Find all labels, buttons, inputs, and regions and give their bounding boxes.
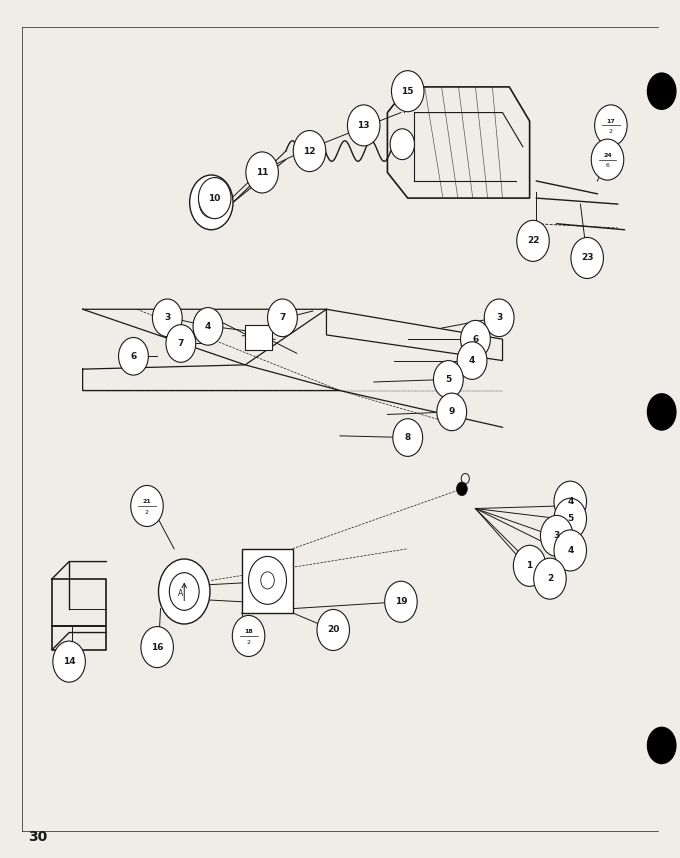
- Circle shape: [347, 105, 380, 146]
- Text: 5: 5: [567, 514, 573, 523]
- Circle shape: [571, 238, 603, 279]
- Circle shape: [118, 337, 148, 375]
- Circle shape: [190, 175, 233, 230]
- Circle shape: [554, 481, 587, 523]
- Circle shape: [541, 516, 573, 557]
- Circle shape: [267, 299, 297, 336]
- Text: 22: 22: [527, 236, 539, 245]
- Circle shape: [392, 70, 424, 112]
- Circle shape: [647, 393, 677, 431]
- Text: 3: 3: [164, 313, 171, 323]
- Text: 24: 24: [603, 153, 612, 158]
- Circle shape: [554, 498, 587, 540]
- Circle shape: [647, 72, 677, 110]
- Circle shape: [393, 419, 423, 456]
- Text: 6: 6: [473, 335, 479, 344]
- Text: 9: 9: [449, 408, 455, 416]
- Text: 12: 12: [303, 147, 316, 155]
- Circle shape: [390, 129, 415, 160]
- Text: 7: 7: [279, 313, 286, 323]
- Text: 23: 23: [581, 253, 594, 263]
- Text: 30: 30: [29, 830, 48, 843]
- Circle shape: [513, 546, 546, 586]
- Circle shape: [53, 641, 86, 682]
- Text: 6: 6: [131, 352, 137, 361]
- Circle shape: [433, 360, 463, 398]
- Circle shape: [166, 324, 196, 362]
- Text: 4: 4: [567, 497, 573, 506]
- Text: 8: 8: [405, 433, 411, 442]
- Circle shape: [484, 299, 514, 336]
- Text: 2: 2: [145, 510, 149, 515]
- Circle shape: [233, 615, 265, 656]
- Text: 7: 7: [177, 339, 184, 348]
- Circle shape: [131, 486, 163, 527]
- Circle shape: [385, 581, 418, 622]
- Circle shape: [591, 139, 624, 180]
- Text: 18: 18: [244, 630, 253, 634]
- Circle shape: [246, 152, 278, 193]
- Text: 4: 4: [469, 356, 475, 366]
- Circle shape: [152, 299, 182, 336]
- Text: 6: 6: [606, 163, 609, 168]
- Text: 4: 4: [567, 546, 573, 555]
- Text: 10: 10: [209, 194, 221, 202]
- Circle shape: [193, 307, 223, 345]
- Text: 5: 5: [445, 375, 452, 384]
- Text: 3: 3: [496, 313, 503, 323]
- Polygon shape: [245, 324, 272, 350]
- Text: 4: 4: [205, 322, 211, 331]
- Text: 11: 11: [256, 168, 269, 177]
- Circle shape: [594, 105, 627, 146]
- Circle shape: [554, 530, 587, 571]
- Text: 17: 17: [607, 118, 615, 124]
- Circle shape: [141, 626, 173, 668]
- Text: 20: 20: [327, 625, 339, 634]
- Text: 19: 19: [394, 597, 407, 607]
- Text: 2: 2: [247, 639, 250, 644]
- Circle shape: [199, 178, 231, 219]
- Text: 2: 2: [609, 129, 613, 134]
- Circle shape: [647, 727, 677, 764]
- Circle shape: [456, 482, 467, 496]
- Text: 15: 15: [401, 87, 414, 96]
- Text: 1: 1: [526, 561, 532, 571]
- Circle shape: [293, 130, 326, 172]
- Text: 3: 3: [554, 531, 560, 541]
- Circle shape: [534, 559, 566, 599]
- Text: 21: 21: [143, 499, 152, 505]
- Circle shape: [158, 559, 210, 624]
- Text: 13: 13: [358, 121, 370, 130]
- Text: 2: 2: [547, 574, 553, 583]
- Circle shape: [317, 609, 350, 650]
- Circle shape: [460, 320, 490, 358]
- Text: A: A: [177, 589, 183, 598]
- Text: 16: 16: [151, 643, 163, 651]
- FancyBboxPatch shape: [242, 549, 292, 613]
- Circle shape: [437, 393, 466, 431]
- Circle shape: [517, 221, 549, 262]
- Circle shape: [457, 341, 487, 379]
- Text: 14: 14: [63, 657, 75, 666]
